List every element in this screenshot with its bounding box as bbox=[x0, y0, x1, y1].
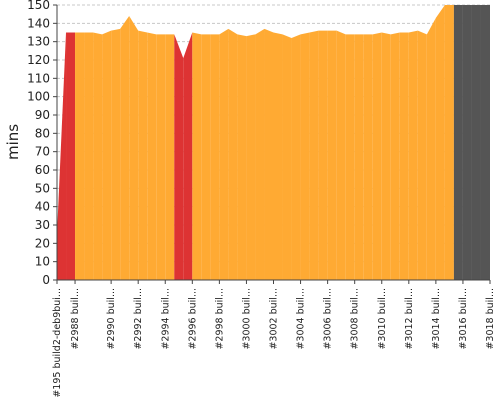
x-tick-label: #3004 buil... bbox=[296, 288, 307, 350]
area-segment-success bbox=[120, 16, 130, 280]
duration-areas bbox=[57, 5, 490, 281]
y-tick-label: 40 bbox=[35, 200, 50, 214]
area-segment-success bbox=[255, 28, 265, 281]
area-segment-success bbox=[111, 28, 121, 281]
x-tick-label: #3014 buil... bbox=[431, 288, 442, 350]
y-tick-label: 120 bbox=[27, 53, 50, 67]
x-tick-label: #3008 buil... bbox=[350, 288, 361, 350]
x-tick-label: #3016 buil... bbox=[458, 288, 469, 350]
y-axis-title: mins bbox=[4, 124, 22, 160]
y-tick-label: 110 bbox=[27, 71, 50, 85]
area-segment-success bbox=[138, 30, 148, 280]
y-axis-ticks: 0 10 20 30 40 50 60 70 80 90 100 110 120 130 140 150 bbox=[27, 0, 57, 287]
x-tick-label: #2998 buil... bbox=[214, 288, 225, 350]
area-segment-success bbox=[75, 32, 85, 280]
y-tick-label: 0 bbox=[42, 273, 50, 287]
x-tick-label: #2988 buil... bbox=[70, 288, 81, 350]
area-segment-success bbox=[390, 32, 400, 280]
area-segment-success bbox=[129, 16, 139, 280]
area-segment-success bbox=[372, 32, 382, 280]
x-tick-label: #3018 buil... bbox=[485, 288, 496, 350]
y-tick-label: 60 bbox=[35, 163, 50, 177]
area-segment-failure bbox=[57, 32, 67, 280]
y-tick-label: 20 bbox=[35, 236, 50, 250]
x-tick-label: #195 build2-deb9bui... bbox=[52, 288, 63, 398]
x-axis-ticks: #195 build2-deb9bui... #2988 buil... #2990… bbox=[52, 280, 496, 398]
area-segment-aborted bbox=[471, 5, 481, 280]
y-tick-label: 140 bbox=[27, 16, 50, 30]
area-segment-success bbox=[219, 28, 229, 281]
y-tick-label: 150 bbox=[27, 0, 50, 12]
x-tick-label: #3006 buil... bbox=[323, 288, 334, 350]
area-segment-success bbox=[336, 30, 346, 280]
area-segment-success bbox=[282, 34, 292, 281]
y-tick-label: 30 bbox=[35, 218, 50, 232]
y-tick-label: 70 bbox=[35, 145, 50, 159]
x-tick-label: #2994 buil... bbox=[160, 288, 171, 350]
area-segment-success bbox=[399, 32, 409, 280]
area-segment-success bbox=[93, 32, 103, 280]
x-tick-label: #3002 buil... bbox=[269, 288, 280, 350]
area-segment-success bbox=[318, 30, 328, 280]
area-segment-failure bbox=[183, 32, 193, 280]
x-tick-label: #3000 buil... bbox=[241, 288, 252, 350]
area-segment-success bbox=[156, 34, 166, 281]
x-tick-label: #3010 buil... bbox=[377, 288, 388, 350]
y-tick-label: 130 bbox=[27, 35, 50, 49]
area-segment-success bbox=[300, 32, 310, 280]
area-segment-success bbox=[309, 30, 319, 280]
y-tick-label: 50 bbox=[35, 181, 50, 195]
area-segment-aborted bbox=[480, 5, 490, 280]
area-segment-success bbox=[354, 34, 364, 281]
x-tick-label: #2992 buil... bbox=[133, 288, 144, 350]
area-segment-success bbox=[228, 28, 238, 281]
area-segment-success bbox=[327, 30, 337, 280]
area-segment-success bbox=[210, 34, 220, 281]
area-segment-success bbox=[201, 34, 211, 281]
area-segment-success bbox=[147, 32, 157, 280]
y-tick-label: 100 bbox=[27, 90, 50, 104]
area-segment-failure bbox=[66, 32, 76, 280]
area-segment-success bbox=[237, 34, 247, 281]
area-segment-success bbox=[426, 17, 436, 280]
x-tick-label: #3012 buil... bbox=[404, 288, 415, 350]
area-segment-success bbox=[291, 34, 301, 281]
y-tick-label: 80 bbox=[35, 126, 50, 140]
area-segment-aborted bbox=[462, 5, 472, 280]
area-segment-success bbox=[264, 28, 274, 281]
area-segment-success bbox=[408, 30, 418, 280]
x-tick-label: #2996 buil... bbox=[187, 288, 198, 350]
y-tick-label: 90 bbox=[35, 108, 50, 122]
area-segment-success bbox=[246, 34, 256, 281]
x-tick-label: #2990 buil... bbox=[106, 288, 117, 350]
area-segment-failure bbox=[174, 34, 184, 281]
area-segment-success bbox=[165, 34, 175, 281]
area-segment-success bbox=[417, 30, 427, 280]
area-segment-success bbox=[102, 30, 112, 280]
area-segment-success bbox=[84, 32, 94, 280]
area-segment-aborted bbox=[453, 5, 463, 280]
area-segment-success bbox=[444, 5, 454, 280]
area-segment-success bbox=[363, 34, 373, 281]
area-segment-success bbox=[381, 32, 391, 280]
area-segment-success bbox=[345, 34, 355, 281]
area-segment-success bbox=[435, 5, 445, 280]
y-tick-label: 10 bbox=[35, 255, 50, 269]
area-segment-success bbox=[192, 32, 202, 280]
area-segment-success bbox=[273, 32, 283, 280]
